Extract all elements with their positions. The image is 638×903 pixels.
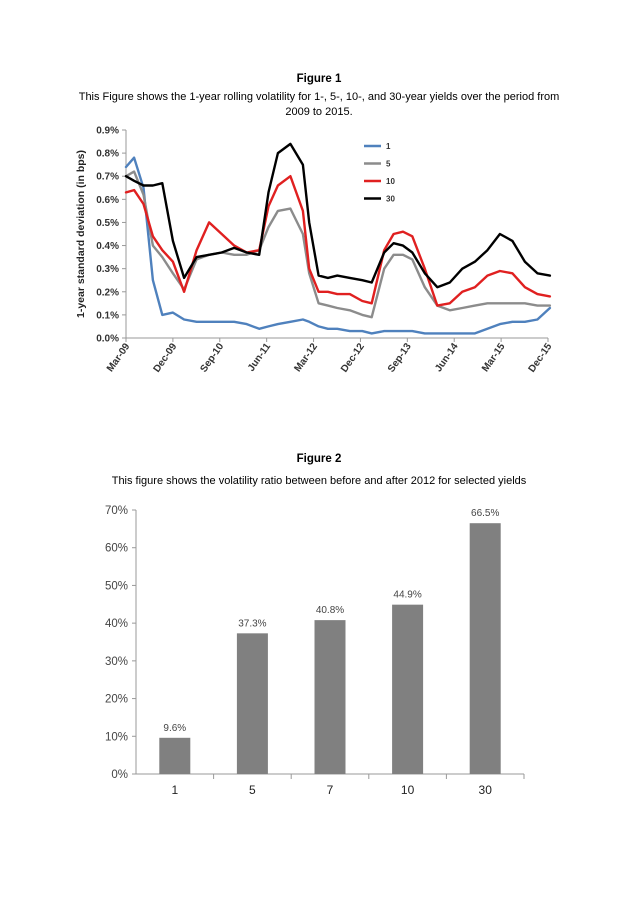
figure-1-title: Figure 1 (296, 73, 342, 85)
x-tick-label: Jun-11 (246, 341, 273, 374)
x-tick-label: Dec-12 (339, 341, 367, 375)
y-tick-label: 0.7% (96, 172, 119, 183)
bar-data-label: 66.5% (471, 508, 499, 519)
y-tick-label: 10% (105, 731, 128, 743)
y-tick-label: 0.6% (96, 195, 119, 206)
series-line-10 (124, 175, 552, 307)
y-tick-label: 0.9% (96, 126, 119, 137)
y-tick-label: 0.0% (96, 334, 119, 345)
figure-2-title: Figure 2 (296, 453, 342, 465)
series-line-30 (124, 142, 552, 289)
bar-data-label: 37.3% (238, 618, 266, 629)
y-tick-label: 0.4% (96, 241, 119, 252)
x-tick-label: Jun-14 (433, 341, 461, 374)
y-tick-label: 0.8% (96, 149, 119, 160)
series-line-1 (124, 156, 552, 335)
x-tick-label: Dec-09 (152, 341, 180, 375)
y-tick-label: 0.1% (96, 310, 119, 321)
x-tick-label: 7 (327, 783, 334, 797)
x-tick-label: 1 (171, 783, 178, 797)
bar-10 (392, 604, 424, 774)
x-tick-label: 10 (401, 783, 415, 797)
legend-label-1: 1 (386, 142, 391, 151)
y-tick-label: 0.2% (96, 287, 119, 298)
legend-label-5: 5 (386, 160, 391, 169)
x-tick-label: Dec-15 (527, 341, 555, 375)
bar-1 (159, 737, 191, 774)
legend-label-30: 30 (386, 195, 395, 204)
x-tick-label: Mar-09 (105, 341, 133, 374)
volatility-line-chart: 0.0% 0.1% 0.2% 0.3% 0.4% 0.5% 0.6% 0.7% 0.8% 0.9%… (75, 126, 555, 375)
figure-2-caption: This figure shows the volatility ratio b… (111, 475, 527, 487)
bar-data-label: 44.9% (393, 590, 421, 601)
y-tick-label: 60% (105, 543, 128, 555)
y-tick-label: 0.3% (96, 264, 119, 275)
bar-data-label: 40.8% (316, 605, 344, 616)
y-axis-label: 1-year standard deviation (in bps) (75, 150, 87, 318)
bar-5 (236, 633, 268, 774)
figure-1-caption: This Figure shows the 1-year rolling vol… (78, 91, 560, 118)
x-tick-label: 30 (479, 783, 493, 797)
y-tick-label: 40% (105, 618, 128, 630)
y-tick-label: 0.5% (96, 218, 119, 229)
y-tick-label: 0% (111, 769, 128, 781)
volatility-ratio-bar-chart: 0% 10% 20% 30% 40% 50% 60% 70% 9.6% 1 37.3% 5 40.8% 7… (105, 505, 525, 797)
series-line-5 (124, 170, 552, 319)
x-tick-label: Mar-12 (293, 341, 321, 374)
bar-30 (469, 523, 501, 774)
y-tick-label: 50% (105, 580, 128, 592)
y-tick-label: 20% (105, 694, 128, 706)
y-tick-label: 30% (105, 656, 128, 668)
x-tick-label: 5 (249, 783, 256, 797)
x-tick-label: Sep-13 (386, 341, 414, 375)
x-tick-label: Mar-15 (480, 341, 508, 374)
bar-data-label: 9.6% (163, 723, 186, 734)
y-tick-label: 70% (105, 505, 128, 517)
bar-7 (314, 620, 346, 774)
x-tick-label: Sep-10 (198, 341, 226, 375)
legend-label-10: 10 (386, 177, 395, 186)
